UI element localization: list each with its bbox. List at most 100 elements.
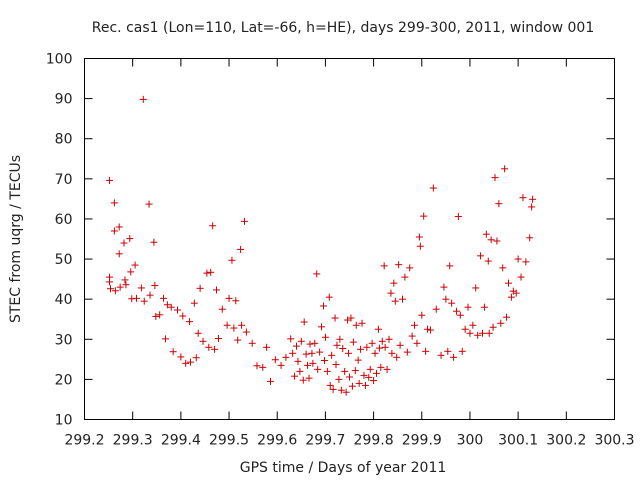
data-point: [313, 270, 321, 278]
data-point: [316, 348, 324, 356]
y-tick-label: 20: [55, 372, 73, 388]
data-point: [458, 347, 466, 355]
data-point: [294, 357, 302, 365]
data-point: [335, 375, 343, 383]
data-point: [122, 281, 130, 289]
data-point: [311, 339, 319, 347]
data-point: [150, 238, 158, 246]
data-point: [325, 293, 333, 301]
data-point: [357, 345, 365, 353]
data-point: [378, 337, 386, 345]
data-point: [318, 323, 326, 331]
data-point: [399, 295, 406, 303]
data-point: [328, 351, 336, 359]
data-point: [115, 250, 123, 258]
data-point: [387, 289, 395, 297]
data-point: [232, 297, 240, 305]
data-point: [342, 388, 350, 396]
data-point: [314, 365, 322, 373]
y-tick-label: 80: [55, 132, 73, 148]
data-point: [237, 245, 245, 253]
data-point: [380, 262, 388, 270]
data-point: [440, 283, 448, 291]
data-point: [190, 299, 198, 307]
data-point: [133, 294, 141, 302]
data-point: [151, 282, 159, 290]
data-point: [348, 382, 356, 390]
data-point: [347, 314, 355, 322]
data-point: [169, 348, 177, 356]
data-point: [374, 325, 382, 333]
data-point: [390, 279, 398, 287]
data-point: [442, 295, 450, 303]
data-point: [406, 264, 414, 272]
data-point: [363, 343, 371, 351]
data-point: [484, 257, 492, 265]
data-point: [127, 268, 135, 276]
data-point: [337, 386, 345, 394]
data-point: [282, 353, 290, 361]
data-point: [196, 284, 204, 292]
data-point: [444, 347, 452, 355]
data-point: [383, 365, 391, 373]
data-point: [505, 279, 512, 287]
data-point: [139, 95, 147, 103]
data-point: [512, 289, 520, 297]
data-point: [308, 349, 316, 357]
data-point: [266, 377, 274, 385]
data-point: [360, 371, 368, 379]
data-point: [120, 239, 128, 247]
data-point: [361, 381, 369, 389]
data-point: [110, 227, 118, 235]
y-tick-label: 40: [55, 292, 73, 308]
data-point: [111, 287, 119, 295]
data-point: [121, 276, 129, 284]
data-point: [499, 264, 507, 272]
x-tick-label: 299.3: [113, 433, 153, 449]
data-point: [368, 339, 376, 347]
data-point: [339, 345, 347, 353]
data-point: [469, 321, 477, 329]
data-point: [464, 303, 472, 311]
x-tick-label: 299.9: [402, 433, 442, 449]
data-point: [186, 318, 194, 326]
data-point: [426, 326, 434, 334]
data-point: [351, 367, 359, 375]
data-point: [446, 262, 454, 270]
data-point: [519, 194, 527, 202]
data-point: [336, 335, 344, 343]
data-point: [329, 385, 337, 393]
data-point: [371, 349, 379, 357]
data-point: [223, 321, 231, 329]
data-point: [489, 323, 497, 331]
data-point: [240, 217, 248, 225]
data-point: [305, 374, 313, 382]
data-point: [187, 358, 194, 366]
data-point: [182, 359, 190, 367]
data-point: [333, 341, 341, 349]
y-tick-label: 10: [55, 413, 73, 429]
data-point: [461, 325, 469, 333]
data-point: [366, 365, 374, 373]
data-point: [385, 335, 393, 343]
x-tick-label: 299.4: [161, 433, 201, 449]
y-tick-label: 100: [46, 52, 73, 68]
y-tick-label: 50: [55, 252, 73, 268]
data-point: [482, 230, 490, 238]
data-point: [199, 337, 207, 345]
data-point: [126, 235, 134, 243]
data-point: [116, 283, 124, 291]
x-tick-label: 299.6: [257, 433, 297, 449]
data-point: [331, 314, 339, 322]
data-point: [230, 324, 238, 332]
x-tick-label: 300.1: [498, 433, 538, 449]
data-point: [287, 335, 295, 343]
data-point: [529, 195, 537, 203]
data-point: [110, 199, 118, 207]
data-point: [238, 321, 246, 329]
data-point: [214, 334, 222, 342]
data-point: [297, 337, 305, 345]
data-point: [106, 176, 114, 184]
y-tick-label: 70: [55, 172, 73, 188]
